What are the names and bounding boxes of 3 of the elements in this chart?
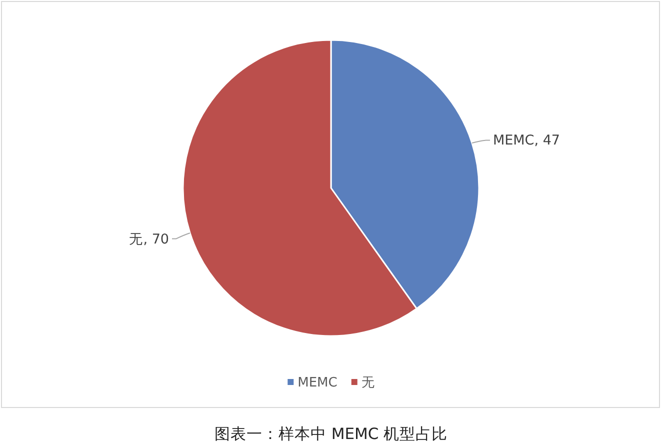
legend-label: 无 [361, 376, 374, 390]
title: 图表一：样本中 MEMC 机型占比 [214, 425, 448, 443]
legend-label: MEMC [298, 376, 338, 390]
